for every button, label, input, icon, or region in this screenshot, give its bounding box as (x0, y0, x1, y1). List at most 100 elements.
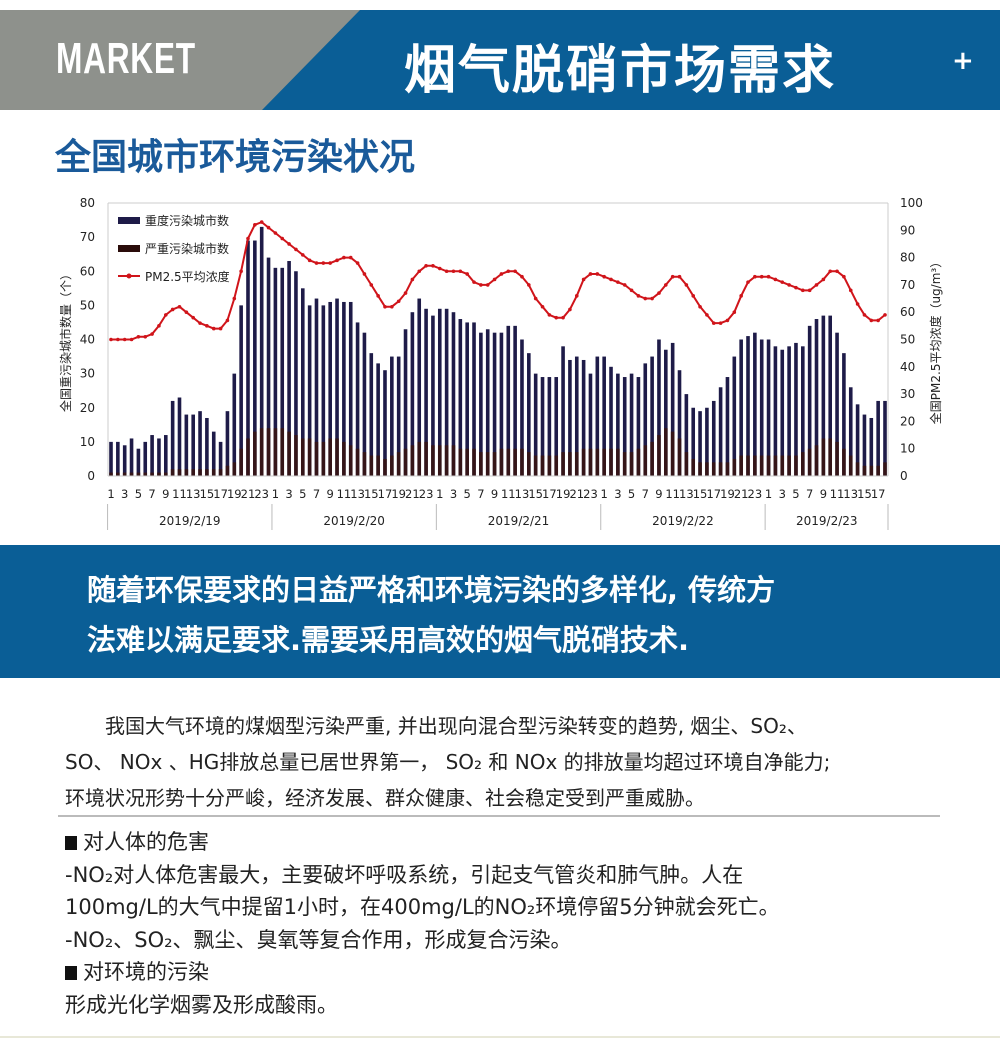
bar-heavy-pollution (588, 373, 593, 476)
bar-severe-pollution (362, 452, 367, 476)
bar-severe-pollution (472, 448, 476, 476)
bar-heavy-pollution (410, 312, 415, 476)
bar-severe-pollution (794, 455, 798, 476)
pm25-point (273, 231, 278, 235)
bar-heavy-pollution (616, 373, 620, 476)
pm25-point (533, 296, 538, 301)
pm25-point (780, 280, 785, 284)
bar-heavy-pollution (205, 417, 209, 476)
bar-severe-pollution (314, 441, 319, 476)
y-tick-label-right: 80 (900, 251, 915, 265)
bar-heavy-pollution (150, 435, 154, 476)
section-heading: 对环境的污染 (65, 956, 780, 989)
pm25-point (253, 223, 257, 227)
paragraph-line: 我国大气环境的煤烟型污染严重, 并出现向混合型污染转变的趋势, 烟尘、SO₂、 (65, 714, 807, 738)
x-tick-label: 5 (135, 487, 142, 501)
bar-severe-pollution (424, 441, 428, 476)
x-tick-label: 15 (693, 487, 708, 501)
bar-heavy-pollution (191, 414, 195, 476)
bar-severe-pollution (670, 431, 675, 476)
bar-heavy-pollution (472, 322, 476, 476)
bar-heavy-pollution (739, 339, 743, 476)
x-tick-label: 5 (464, 487, 471, 501)
x-date-label: 2019/2/23 (796, 514, 858, 528)
pm25-point (732, 310, 737, 314)
bar-heavy-pollution (335, 298, 339, 476)
bar-heavy-pollution (218, 441, 223, 476)
pm25-point (376, 294, 380, 298)
bar-heavy-pollution (239, 305, 243, 476)
legend-swatch-heavy (118, 217, 140, 224)
bar-heavy-pollution (403, 329, 408, 476)
pm25-point (581, 277, 586, 282)
plus-icon[interactable]: + (952, 46, 974, 76)
bar-severe-pollution (506, 448, 511, 476)
bottom-border (0, 1036, 1000, 1038)
bar-severe-pollution (184, 469, 189, 476)
pm25-point (451, 269, 456, 274)
pm25-point (431, 263, 435, 268)
list-line: 形成光化学烟雾及形成酸雨。 (65, 992, 338, 1017)
bar-heavy-pollution (595, 356, 600, 476)
bar-heavy-pollution (643, 363, 648, 476)
x-tick-label: 3 (614, 487, 621, 501)
bar-heavy-pollution (369, 353, 374, 476)
bar-heavy-pollution (869, 417, 874, 476)
bar-heavy-pollution (458, 319, 463, 476)
bar-severe-pollution (129, 472, 134, 476)
bar-severe-pollution (465, 448, 469, 476)
bar-heavy-pollution (259, 226, 264, 476)
pm25-point (314, 261, 319, 265)
pm25-point (814, 283, 819, 287)
bar-severe-pollution (157, 472, 161, 476)
pm25-point (554, 315, 559, 320)
x-tick-label: 5 (299, 487, 306, 501)
highlight-band: 随着环保要求的日益严格和环境污染的多样化, 传统方 法难以满足要求.需要采用高效… (0, 545, 1000, 678)
square-bullet-icon (65, 836, 77, 850)
bar-heavy-pollution (581, 359, 586, 476)
bar-heavy-pollution (513, 325, 517, 476)
bar-severe-pollution (307, 438, 312, 476)
bar-heavy-pollution (787, 346, 791, 476)
section-heading: 对人体的危害 (65, 826, 780, 859)
pm25-point (643, 296, 648, 301)
bar-heavy-pollution (650, 356, 654, 476)
x-tick-label: 9 (327, 487, 334, 501)
pm25-point (711, 321, 716, 325)
bar-heavy-pollution (246, 240, 250, 476)
bar-severe-pollution (246, 438, 250, 476)
x-tick-label: 19 (391, 487, 406, 501)
y-tick-label-left: 40 (80, 333, 95, 347)
y-tick-label-left: 80 (80, 196, 95, 210)
bar-heavy-pollution (184, 414, 189, 476)
bar-severe-pollution (458, 448, 463, 476)
pm25-point (184, 310, 189, 314)
bar-heavy-pollution (711, 400, 716, 476)
bar-severe-pollution (677, 438, 682, 476)
pm25-point (636, 294, 641, 298)
x-tick-label: 15 (364, 487, 379, 501)
bar-severe-pollution (266, 428, 271, 476)
x-tick-label: 13 (679, 487, 694, 501)
divider (58, 815, 940, 817)
market-label: MARKET (56, 34, 196, 83)
bar-severe-pollution (533, 455, 538, 476)
paragraph-line: 环境状况形势十分严峻，经济发展、群众健康、社会稳定受到严重威胁。 (65, 786, 705, 810)
x-tick-label: 21 (734, 487, 749, 501)
pm25-point (540, 304, 545, 309)
bar-heavy-pollution (465, 322, 469, 476)
bar-severe-pollution (842, 448, 846, 476)
bar-heavy-pollution (609, 366, 613, 476)
bar-heavy-pollution (225, 411, 230, 476)
bar-heavy-pollution (862, 414, 867, 476)
pm25-point (157, 324, 161, 328)
bar-severe-pollution (588, 448, 593, 476)
x-tick-label: 3 (779, 487, 786, 501)
pm25-point (170, 307, 175, 312)
x-tick-label: 1 (107, 487, 114, 501)
bar-heavy-pollution (801, 346, 805, 476)
x-tick-label: 5 (628, 487, 635, 501)
pm25-point (163, 313, 168, 317)
x-tick-label: 9 (491, 487, 498, 501)
pm25-point (876, 318, 880, 323)
